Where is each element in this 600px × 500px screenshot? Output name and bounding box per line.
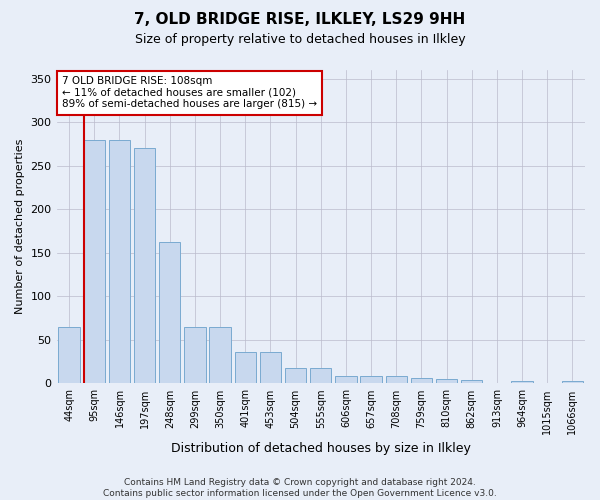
Bar bbox=[58, 327, 80, 384]
Bar bbox=[285, 368, 307, 384]
Text: Contains HM Land Registry data © Crown copyright and database right 2024.
Contai: Contains HM Land Registry data © Crown c… bbox=[103, 478, 497, 498]
Bar bbox=[209, 327, 231, 384]
Bar bbox=[536, 382, 558, 384]
Bar bbox=[411, 378, 432, 384]
Bar bbox=[260, 352, 281, 384]
Bar bbox=[83, 140, 105, 384]
Bar bbox=[159, 242, 181, 384]
Bar bbox=[511, 381, 533, 384]
Bar bbox=[310, 368, 331, 384]
X-axis label: Distribution of detached houses by size in Ilkley: Distribution of detached houses by size … bbox=[171, 442, 471, 455]
Bar bbox=[109, 140, 130, 384]
Bar bbox=[562, 381, 583, 384]
Text: Size of property relative to detached houses in Ilkley: Size of property relative to detached ho… bbox=[134, 32, 466, 46]
Bar bbox=[486, 382, 508, 384]
Bar bbox=[361, 376, 382, 384]
Bar bbox=[436, 379, 457, 384]
Bar bbox=[335, 376, 356, 384]
Bar bbox=[235, 352, 256, 384]
Bar bbox=[386, 376, 407, 384]
Text: 7 OLD BRIDGE RISE: 108sqm
← 11% of detached houses are smaller (102)
89% of semi: 7 OLD BRIDGE RISE: 108sqm ← 11% of detac… bbox=[62, 76, 317, 110]
Y-axis label: Number of detached properties: Number of detached properties bbox=[15, 139, 25, 314]
Bar bbox=[461, 380, 482, 384]
Bar bbox=[184, 327, 206, 384]
Text: 7, OLD BRIDGE RISE, ILKLEY, LS29 9HH: 7, OLD BRIDGE RISE, ILKLEY, LS29 9HH bbox=[134, 12, 466, 28]
Bar bbox=[134, 148, 155, 384]
